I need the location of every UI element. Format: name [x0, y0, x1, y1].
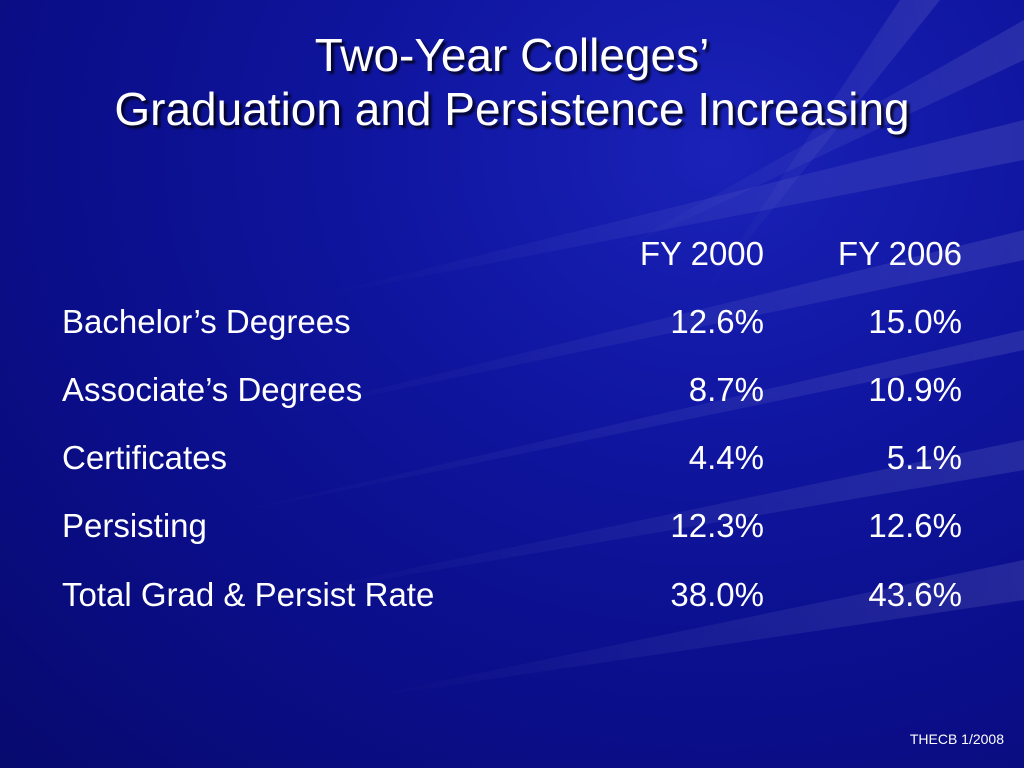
row-label: Total Grad & Persist Rate [62, 576, 435, 613]
row-value-fy2000: 8.7% [688, 371, 764, 408]
row-value-fy2000: 12.6% [670, 303, 764, 340]
title-line-1: Two-Year Colleges’ [314, 29, 710, 81]
row-label: Certificates [62, 439, 228, 476]
row-value-fy2006: 43.6% [868, 576, 962, 613]
row-value-fy2006: 15.0% [868, 303, 962, 340]
column-header-fy2000: FY 2000 [639, 235, 764, 272]
slide-title: Two-Year Colleges’ Graduation and Persis… [0, 28, 1024, 136]
row-label: Bachelor’s Degrees [62, 303, 351, 340]
footer-source: THECB 1/2008 [909, 731, 1004, 747]
title-line-2: Graduation and Persistence Increasing [114, 83, 910, 135]
row-value-fy2000: 12.3% [670, 507, 764, 544]
column-header-fy2006: FY 2006 [837, 235, 962, 272]
row-value-fy2000: 4.4% [688, 439, 764, 476]
row-value-fy2006: 5.1% [886, 439, 962, 476]
row-value-fy2000: 38.0% [670, 576, 764, 613]
row-label: Associate’s Degrees [62, 371, 363, 408]
row-value-fy2006: 10.9% [868, 371, 962, 408]
row-label: Persisting [62, 507, 207, 544]
row-value-fy2006: 12.6% [868, 507, 962, 544]
